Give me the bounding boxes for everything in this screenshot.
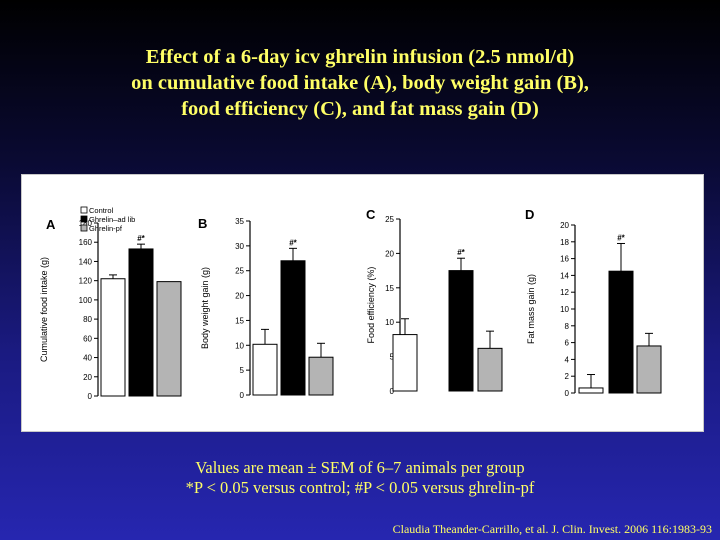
y-tick-label-c: 5 <box>390 353 395 362</box>
significance-marker-d: #* <box>617 233 625 242</box>
panel-letter-b: B <box>198 216 207 231</box>
y-tick-label-d: 2 <box>565 372 570 381</box>
y-tick-label-a: 20 <box>83 373 92 382</box>
y-tick-label-a: 40 <box>83 354 92 363</box>
y-tick-label-a: 0 <box>88 392 93 401</box>
y-tick-label-a: 140 <box>79 257 93 266</box>
y-tick-label-d: 10 <box>560 305 569 314</box>
y-tick-label-d: 16 <box>560 255 569 264</box>
y-tick-label-b: 15 <box>235 316 244 325</box>
y-tick-label-b: 20 <box>235 292 244 301</box>
y-axis-label-d: Fat mass gain (g) <box>526 274 536 344</box>
title-line-2: on cumulative food intake (A), body weig… <box>131 72 589 94</box>
legend-swatch-1 <box>80 206 88 214</box>
y-tick-label-a: 80 <box>83 315 92 324</box>
panel-letter-c: C <box>366 207 376 222</box>
bar-a-1 <box>100 278 126 397</box>
slide-title: Effect of a 6-day icv ghrelin infusion (… <box>0 44 720 122</box>
y-tick-label-c: 20 <box>385 249 394 258</box>
y-tick-label-d: 0 <box>565 389 570 398</box>
footer-line-1: Values are mean ± SEM of 6–7 animals per… <box>195 458 525 477</box>
y-tick-label-b: 5 <box>240 366 245 375</box>
y-tick-label-d: 20 <box>560 221 569 230</box>
y-tick-label-b: 30 <box>235 242 244 251</box>
legend-label-1: Control <box>89 206 114 215</box>
y-tick-label-d: 8 <box>565 322 570 331</box>
title-line-3: food efficiency (C), and fat mass gain (… <box>181 98 539 120</box>
y-tick-label-c: 0 <box>390 387 395 396</box>
y-tick-label-a: 100 <box>79 296 93 305</box>
y-axis-label-a: Cumulative food intake (g) <box>39 257 49 362</box>
y-tick-label-a: 180 <box>79 219 93 228</box>
bar-c-1 <box>392 334 418 392</box>
bar-b-2 <box>280 260 306 396</box>
bar-b-3 <box>308 356 334 396</box>
y-tick-label-d: 6 <box>565 339 570 348</box>
title-line-1: Effect of a 6-day icv ghrelin infusion (… <box>145 46 575 68</box>
bar-a-3 <box>156 281 182 397</box>
legend-swatch-3 <box>80 224 88 232</box>
legend-swatch-2 <box>80 215 88 223</box>
bar-b-1 <box>252 343 278 396</box>
footer-line-2: *P < 0.05 versus control; #P < 0.05 vers… <box>185 478 535 497</box>
y-tick-label-a: 60 <box>83 334 92 343</box>
y-tick-label-b: 25 <box>235 267 244 276</box>
legend-label-3: Ghrelin-pf <box>89 224 123 233</box>
significance-marker-a: #* <box>137 234 145 243</box>
panel-letter-a: A <box>46 217 56 232</box>
panel-letter-d: D <box>525 207 534 222</box>
significance-marker-c: #* <box>457 248 465 257</box>
y-tick-label-c: 10 <box>385 318 394 327</box>
y-tick-label-b: 10 <box>235 341 244 350</box>
y-tick-label-d: 4 <box>565 355 570 364</box>
y-tick-label-d: 12 <box>560 288 569 297</box>
bar-d-1 <box>578 387 604 394</box>
y-tick-label-b: 0 <box>240 391 245 400</box>
y-tick-label-a: 160 <box>79 238 93 247</box>
y-tick-label-c: 15 <box>385 284 394 293</box>
bar-d-2 <box>608 270 634 394</box>
y-tick-label-c: 25 <box>385 215 394 224</box>
y-axis-label-b: Body weight gain (g) <box>200 267 210 349</box>
significance-marker-b: #* <box>289 238 297 247</box>
bar-c-2 <box>448 270 474 392</box>
y-axis-label-c: Food efficiency (%) <box>366 267 376 344</box>
bar-d-3 <box>636 345 662 394</box>
y-tick-label-b: 35 <box>235 217 244 226</box>
y-tick-label-a: 120 <box>79 277 93 286</box>
bar-a-2 <box>128 248 154 397</box>
y-tick-label-d: 14 <box>560 271 569 280</box>
bar-c-3 <box>477 347 503 392</box>
figure-panel: A 0 20 40 60 80 100 120 140 160 180 Cumulative food… <box>21 174 704 432</box>
citation: Claudia Theander-Carrillo, et al. J. Cli… <box>392 522 712 536</box>
legend-label-2: Ghrelin–ad lib <box>89 215 135 224</box>
y-tick-label-d: 18 <box>560 238 569 247</box>
footer-notes: Values are mean ± SEM of 6–7 animals per… <box>0 458 720 498</box>
